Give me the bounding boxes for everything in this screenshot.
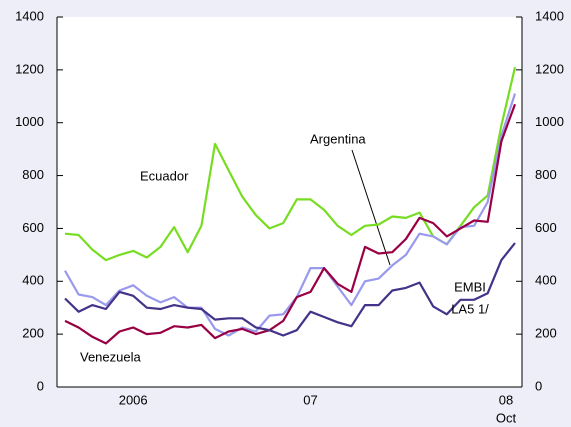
series-label: EMBI [454,279,486,294]
y2-tick-label: 600 [535,220,557,235]
y2-tick-label: 0 [535,378,542,393]
series-line [64,242,516,337]
y2-tick-label: 800 [535,167,557,182]
y2-tick-label: 400 [535,273,557,288]
y2-tick-label: 200 [535,326,557,341]
series-label: LA5 1/ [451,301,489,316]
y-tick-label: 800 [22,167,44,182]
series-line [64,103,517,345]
y-tick-label: 1000 [15,114,44,129]
x-tick-label: 08 [499,392,513,407]
x-tick-label: 2006 [119,392,148,407]
y-tick-label: 200 [22,326,44,341]
x-period-label: Oct [496,410,517,425]
y-tick-label: 1200 [15,61,44,76]
leader-line [351,149,391,266]
y-tick-label: 0 [37,378,44,393]
series-label: Argentina [310,131,366,146]
x-tick-label: 07 [303,392,317,407]
y-tick-label: 1400 [15,8,44,23]
y-tick-label: 600 [22,220,44,235]
series-label: Ecuador [140,168,189,183]
y-tick-label: 400 [22,273,44,288]
y2-tick-label: 1400 [535,8,564,23]
series-label: Venezuela [80,349,141,364]
series-line [64,93,517,337]
y2-tick-label: 1200 [535,61,564,76]
y2-tick-label: 1000 [535,114,564,129]
plot-area [57,17,522,387]
